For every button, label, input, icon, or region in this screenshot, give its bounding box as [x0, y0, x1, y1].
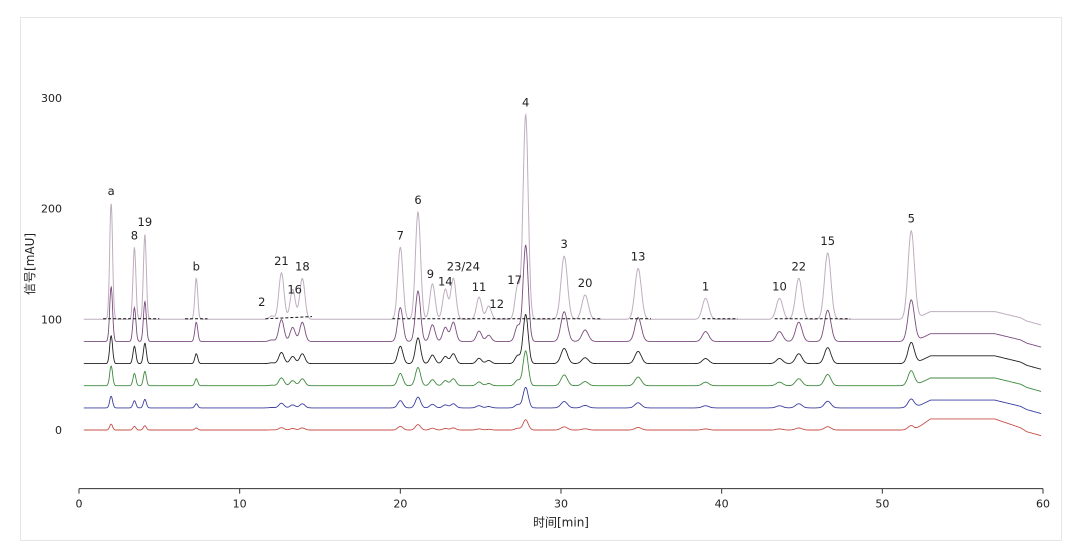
peak-label: b: [193, 259, 200, 273]
peak-label: 2: [258, 295, 265, 309]
x-tick-label: 20: [393, 498, 407, 511]
peak-label: 20: [578, 276, 593, 290]
peak-label: 7: [397, 228, 404, 242]
series-trace: [83, 313, 1042, 370]
peak-label: 16: [287, 282, 302, 296]
peak-label: 11: [472, 280, 487, 294]
peak-label: 23/24: [447, 259, 480, 273]
x-tick-label: 0: [76, 498, 83, 511]
x-tick-label: 50: [875, 498, 889, 511]
series-trace: [83, 244, 1042, 348]
peak-label: 3: [561, 237, 568, 251]
peak-label: 5: [908, 212, 915, 226]
x-tick-label: 10: [233, 498, 247, 511]
series-trace: [83, 350, 1042, 392]
peak-label: 14: [438, 274, 453, 288]
peak-label: 8: [131, 228, 138, 242]
peak-label: 9: [427, 267, 434, 281]
peak-label: 6: [414, 193, 421, 207]
peak-label: 18: [295, 259, 310, 273]
chart-frame: [20, 17, 1062, 541]
peak-label: a: [108, 184, 115, 198]
peak-label: 1: [702, 279, 709, 293]
series-trace: [83, 112, 1042, 326]
series-trace: [83, 418, 1042, 437]
peak-label: 22: [791, 259, 806, 273]
peak-label: 17: [507, 273, 522, 287]
x-axis-label: 时间[min]: [533, 516, 589, 530]
series-trace: [83, 386, 1042, 414]
y-tick-label: 200: [41, 203, 62, 216]
integration-baseline: [265, 316, 312, 320]
x-tick-label: 30: [554, 498, 568, 511]
x-tick-label: 40: [715, 498, 729, 511]
y-tick-label: 300: [41, 92, 62, 105]
peak-label: 10: [772, 279, 787, 293]
peak-label: 15: [820, 234, 835, 248]
peak-label: 19: [138, 215, 153, 229]
peak-label: 12: [489, 297, 504, 311]
y-tick-label: 0: [55, 424, 62, 437]
peak-label: 13: [631, 249, 646, 263]
y-tick-label: 100: [41, 313, 62, 326]
x-tick-label: 60: [1036, 498, 1050, 511]
peak-label: 4: [522, 96, 529, 110]
peak-label: 21: [274, 254, 289, 268]
y-axis-label: 信号[mAU]: [23, 233, 37, 295]
